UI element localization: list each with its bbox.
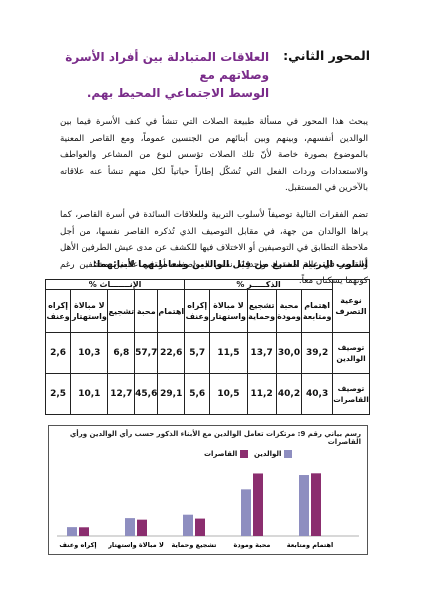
category-label: إكراه وعنف xyxy=(59,541,96,549)
bar-parents-2 xyxy=(183,514,193,536)
legend-label: الوالدين xyxy=(254,450,282,458)
category-label: اهتمام ومتابعة xyxy=(287,541,333,549)
column-header: اهتمام ومتابعة xyxy=(301,289,333,333)
chart-container: رسم بياني رقم 9: مرتكزات تعامل الوالدين … xyxy=(48,425,368,555)
table-cell: 29,1 xyxy=(157,373,186,415)
bar-parents-0 xyxy=(299,475,309,536)
section-title-line2: الوسط الاجتماعي المحيط بهم. xyxy=(86,86,270,100)
table-cell: 10,5 xyxy=(209,373,248,415)
row-label: توصيف القاصرات xyxy=(332,373,370,415)
table-cell: 5,6 xyxy=(184,373,211,415)
bar-parents-4 xyxy=(67,527,77,536)
legend-swatch xyxy=(283,450,292,458)
legend-item: القاصرات xyxy=(204,450,248,458)
table-cell: 40,3 xyxy=(301,373,333,415)
bar-minors-0 xyxy=(311,473,321,536)
table-cell: 13,7 xyxy=(246,332,277,374)
category-label: تشجيع وحماية xyxy=(171,541,216,549)
paragraph-description: تضم الفقرات التالية توصيفاً لأسلوب الترب… xyxy=(60,210,368,286)
table-cell: 40,2 xyxy=(275,373,303,415)
legend-swatch xyxy=(239,450,248,458)
column-header: تشجيع وحماية xyxy=(246,289,277,333)
table-cell: 11,2 xyxy=(246,373,277,415)
table-cell: 39,2 xyxy=(301,332,333,374)
column-header: إكراه وعنف xyxy=(184,289,211,333)
category-label: لا مبالاة واستهتار xyxy=(107,541,164,549)
table-row: توصيف الوالدين 39,2 30,0 13,7 11,5 5,7 2… xyxy=(44,332,370,374)
table-cell: 10,3 xyxy=(70,332,109,374)
bar-minors-3 xyxy=(137,519,147,536)
table-cell: 5,7 xyxy=(184,332,211,374)
table-row: توصيف القاصرات 40,3 40,2 11,2 10,5 5,6 2… xyxy=(44,373,370,415)
column-header: اهتمام xyxy=(157,289,186,333)
column-header: لا مبالاة واستهتار xyxy=(209,289,248,333)
section-axis-label: المحور الثاني: xyxy=(283,48,370,63)
legend-label: القاصرات xyxy=(204,450,238,458)
table-cell: 11,5 xyxy=(209,332,248,374)
column-header: لا مبالاة واستهتار xyxy=(70,289,109,333)
table-heading: أسلوب التربية المتبع من قِبَل الوالدين و… xyxy=(93,259,368,270)
paragraph-intro: يبحث هذا المحور في مسألة طبيعة الصلات ال… xyxy=(60,117,368,193)
chart-title: رسم بياني رقم 9: مرتكزات تعامل الوالدين … xyxy=(69,430,361,446)
table-cell: 2,5 xyxy=(44,373,72,415)
section-title-line1: العلاقات المتبادلة بين أفراد الأسرة وصلا… xyxy=(65,50,270,82)
bar-minors-1 xyxy=(253,473,263,536)
column-header: تشجيع xyxy=(107,289,136,333)
table-cell: 10,1 xyxy=(70,373,109,415)
category-label: محبة ومودة xyxy=(234,541,271,549)
legend-item: الوالدين xyxy=(254,450,292,458)
chart-plot: اهتمام ومتابعة محبة ومودة تشجيع وحماية لا م… xyxy=(57,473,359,549)
table-cell: 30,0 xyxy=(275,332,303,374)
section-header: المحور الثاني: العلاقات المتبادلة بين أف… xyxy=(60,48,370,102)
table-cell: 2,6 xyxy=(44,332,72,374)
data-table: نوعية التصرف الذكـــــر % الإنـــــــاث … xyxy=(44,279,370,415)
column-header: محبة ومودة xyxy=(275,289,303,333)
table-corner-header: نوعية التصرف xyxy=(332,279,370,333)
bar-parents-1 xyxy=(241,489,251,536)
bar-parents-3 xyxy=(125,518,135,536)
bar-minors-4 xyxy=(79,527,89,536)
male-group-header: الذكـــــر % xyxy=(184,279,333,290)
bar-minors-2 xyxy=(195,518,205,536)
column-header: محبة xyxy=(134,289,159,333)
female-group-header: الإنـــــــاث % xyxy=(44,279,186,290)
table-cell: 45,6 xyxy=(134,373,159,415)
section-title: العلاقات المتبادلة بين أفراد الأسرة وصلا… xyxy=(60,48,269,102)
row-label: توصيف الوالدين xyxy=(332,332,370,374)
table-cell: 57,7 xyxy=(134,332,159,374)
table-cell: 12,7 xyxy=(107,373,136,415)
column-header: إكراه وعنف xyxy=(44,289,72,333)
table-cell: 6,8 xyxy=(107,332,136,374)
table-cell: 22,6 xyxy=(157,332,186,374)
